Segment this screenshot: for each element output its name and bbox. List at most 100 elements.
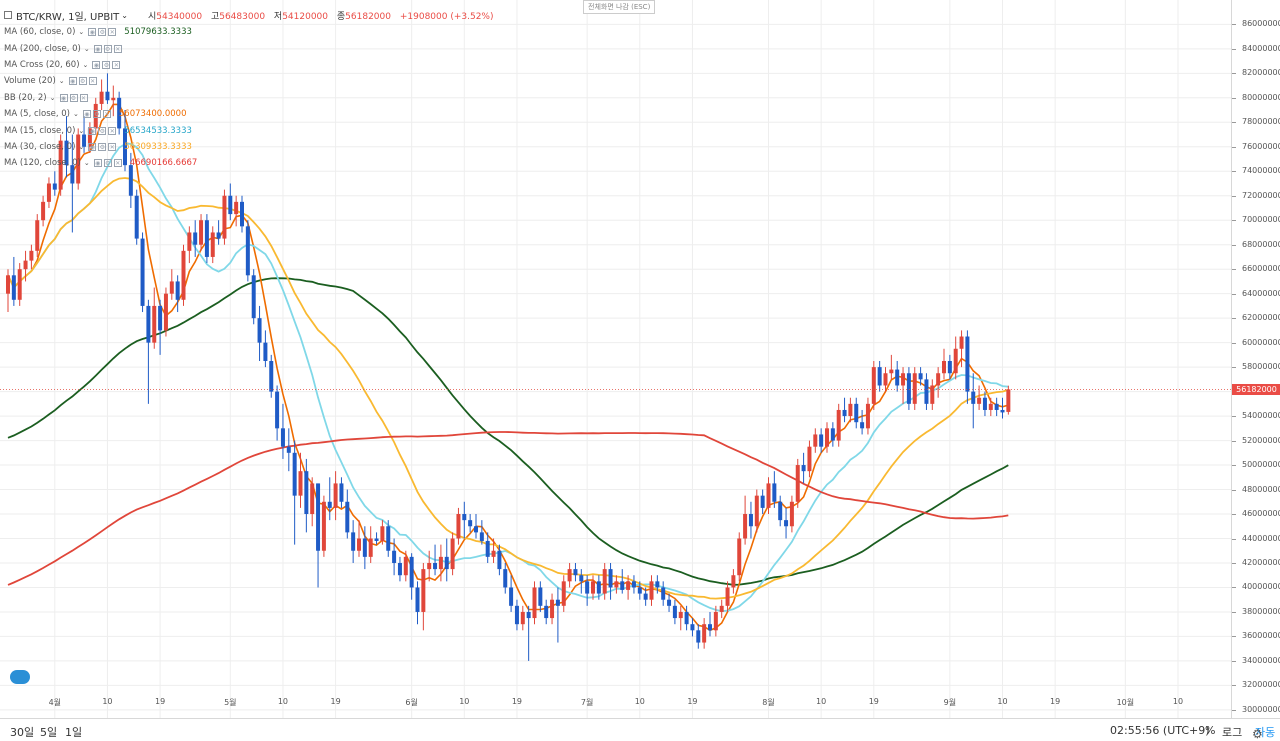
chevron-down-icon[interactable]: ⌄ — [78, 142, 85, 151]
close-icon[interactable]: ✕ — [112, 60, 121, 69]
close-icon[interactable]: ✕ — [108, 126, 117, 135]
gear-icon[interactable]: ⚙ — [98, 126, 107, 135]
indicator-row[interactable]: MA (15, close, 0) ⌄ ◉ ⚙ ✕ 56534533.3333 — [4, 122, 500, 138]
eye-icon[interactable]: ◉ — [88, 28, 97, 37]
candle — [292, 440, 297, 545]
chevron-down-icon[interactable]: ⌄ — [82, 60, 89, 69]
close-icon[interactable]: ✕ — [88, 77, 97, 86]
eye-icon[interactable]: ◉ — [93, 159, 102, 168]
price-tick-mark — [1232, 122, 1236, 124]
close-icon[interactable]: ✕ — [113, 159, 122, 168]
price-tick-mark — [1232, 146, 1236, 148]
chevron-down-icon[interactable]: ⌄ — [49, 93, 56, 102]
indicator-row[interactable]: MA (200, close, 0) ⌄ ◉ ⚙ ✕ — [4, 40, 500, 56]
indicator-row[interactable]: MA (60, close, 0) ⌄ ◉ ⚙ ✕ 51079633.3333 — [4, 24, 500, 40]
candle — [123, 110, 127, 172]
indicator-name[interactable]: BB (20, 2) — [4, 92, 47, 103]
close-icon[interactable]: ✕ — [79, 93, 88, 102]
chevron-down-icon[interactable]: ⌄ — [83, 159, 90, 168]
eye-icon[interactable]: ◉ — [82, 110, 91, 119]
symbol-title[interactable]: BTC/KRW, 1일, UPBIT — [16, 11, 120, 23]
gear-icon[interactable]: ⚙ — [69, 93, 78, 102]
close-icon[interactable]: ✕ — [113, 44, 122, 53]
candle-body — [41, 201, 46, 221]
indicator-name[interactable]: MA (120, close, 0) — [4, 158, 81, 169]
price-axis[interactable]: 86000000 84000000 82000000 80000000 78000000… — [1231, 0, 1280, 724]
range-1d-button[interactable]: 1일 — [65, 726, 83, 739]
candle-body — [877, 367, 882, 386]
ohlc-values: 시54340000 고56483000 저54120000 종56182000 … — [148, 9, 500, 22]
chevron-down-icon[interactable]: ⌄ — [83, 44, 90, 53]
collapse-icon[interactable] — [4, 11, 12, 19]
candle-body — [550, 599, 555, 619]
percent-toggle[interactable]: % — [1205, 724, 1216, 737]
eye-icon[interactable]: ◉ — [88, 126, 97, 135]
candle-body — [906, 373, 911, 404]
indicator-value: 56534533.3333 — [124, 125, 192, 136]
price-tick-mark — [1232, 171, 1236, 173]
candle-body — [544, 605, 549, 619]
chevron-down-icon[interactable]: ⌄ — [78, 28, 85, 37]
change-value: +1908000 (+3.52%) — [399, 11, 494, 22]
candle — [117, 91, 122, 135]
time-tick-label: 19 — [511, 697, 523, 706]
log-toggle[interactable]: 로그 — [1222, 726, 1243, 739]
indicator-row[interactable]: MA Cross (20, 60) ⌄ ◉ ⚙ ✕ — [4, 57, 500, 73]
indicator-name[interactable]: MA (60, close, 0) — [4, 27, 76, 38]
indicator-name[interactable]: MA (30, close, 0) — [4, 141, 76, 152]
candle — [380, 520, 385, 545]
eye-icon[interactable]: ◉ — [93, 44, 102, 53]
tradingview-logo-icon[interactable] — [10, 670, 30, 684]
candle — [204, 214, 209, 264]
candle-body — [538, 587, 543, 606]
gear-icon[interactable]: ⚙ — [1252, 727, 1263, 741]
gear-icon[interactable]: ⚙ — [78, 77, 87, 86]
eye-icon[interactable]: ◉ — [59, 93, 68, 102]
gear-icon[interactable]: ⚙ — [92, 110, 101, 119]
eye-icon[interactable]: ◉ — [88, 142, 97, 151]
price-tick-mark — [1232, 48, 1236, 50]
chevron-down-icon[interactable]: ⌄ — [58, 77, 65, 86]
candle-body — [737, 538, 742, 576]
chevron-down-icon[interactable]: ⌄ — [73, 110, 79, 119]
chevron-down-icon[interactable]: ⌄ — [121, 10, 128, 20]
clock[interactable]: 02:55:56 (UTC+9) — [1110, 724, 1210, 737]
indicator-name[interactable]: MA (5, close, 0) — [4, 109, 70, 120]
close-icon[interactable]: ✕ — [102, 110, 111, 119]
indicator-row[interactable]: BB (20, 2) ⌄ ◉ ⚙ ✕ — [4, 90, 500, 106]
chevron-down-icon[interactable]: ⌄ — [78, 126, 85, 135]
candle-body — [754, 495, 759, 527]
price-chart[interactable] — [0, 0, 1231, 724]
candle — [690, 618, 695, 637]
candle-body — [280, 428, 285, 447]
indicator-row[interactable]: MA (5, close, 0) ⌄ ◉ ⚙ ✕ 56073400.0000 — [4, 106, 500, 122]
indicator-row[interactable]: MA (30, close, 0) ⌄ ◉ ⚙ ✕ 56309333.3333 — [4, 139, 500, 155]
range-30d-button[interactable]: 30일 — [10, 726, 35, 739]
moving-average-lines — [7, 103, 1009, 632]
gear-icon[interactable]: ⚙ — [103, 159, 112, 168]
price-tick-label: 40000000 — [1242, 582, 1280, 592]
close-icon[interactable]: ✕ — [108, 142, 117, 151]
eye-icon[interactable]: ◉ — [68, 77, 77, 86]
indicator-name[interactable]: MA (200, close, 0) — [4, 43, 81, 54]
indicator-row[interactable]: Volume (20) ⌄ ◉ ⚙ ✕ — [4, 73, 500, 89]
gear-icon[interactable]: ⚙ — [102, 60, 111, 69]
indicator-name[interactable]: MA Cross (20, 60) — [4, 59, 80, 70]
candle-body — [784, 520, 789, 527]
candle — [795, 458, 800, 508]
exit-fullscreen-hint[interactable]: 전체화면 나감 (ESC) — [583, 0, 656, 14]
auto-toggle[interactable]: 자동 — [1255, 726, 1276, 739]
candle — [614, 575, 619, 594]
close-icon[interactable]: ✕ — [108, 28, 117, 37]
eye-icon[interactable]: ◉ — [92, 60, 101, 69]
indicator-name[interactable]: Volume (20) — [4, 76, 56, 87]
gear-icon[interactable]: ⚙ — [98, 142, 107, 151]
gear-icon[interactable]: ⚙ — [98, 28, 107, 37]
indicator-name[interactable]: MA (15, close, 0) — [4, 125, 76, 136]
price-tick-mark — [1232, 660, 1236, 662]
candle — [433, 544, 438, 576]
candle-body — [181, 250, 186, 300]
range-5d-button[interactable]: 5일 — [40, 726, 58, 739]
gear-icon[interactable]: ⚙ — [103, 44, 112, 53]
indicator-row[interactable]: MA (120, close, 0) ⌄ ◉ ⚙ ✕ 46690166.6667 — [4, 155, 500, 171]
